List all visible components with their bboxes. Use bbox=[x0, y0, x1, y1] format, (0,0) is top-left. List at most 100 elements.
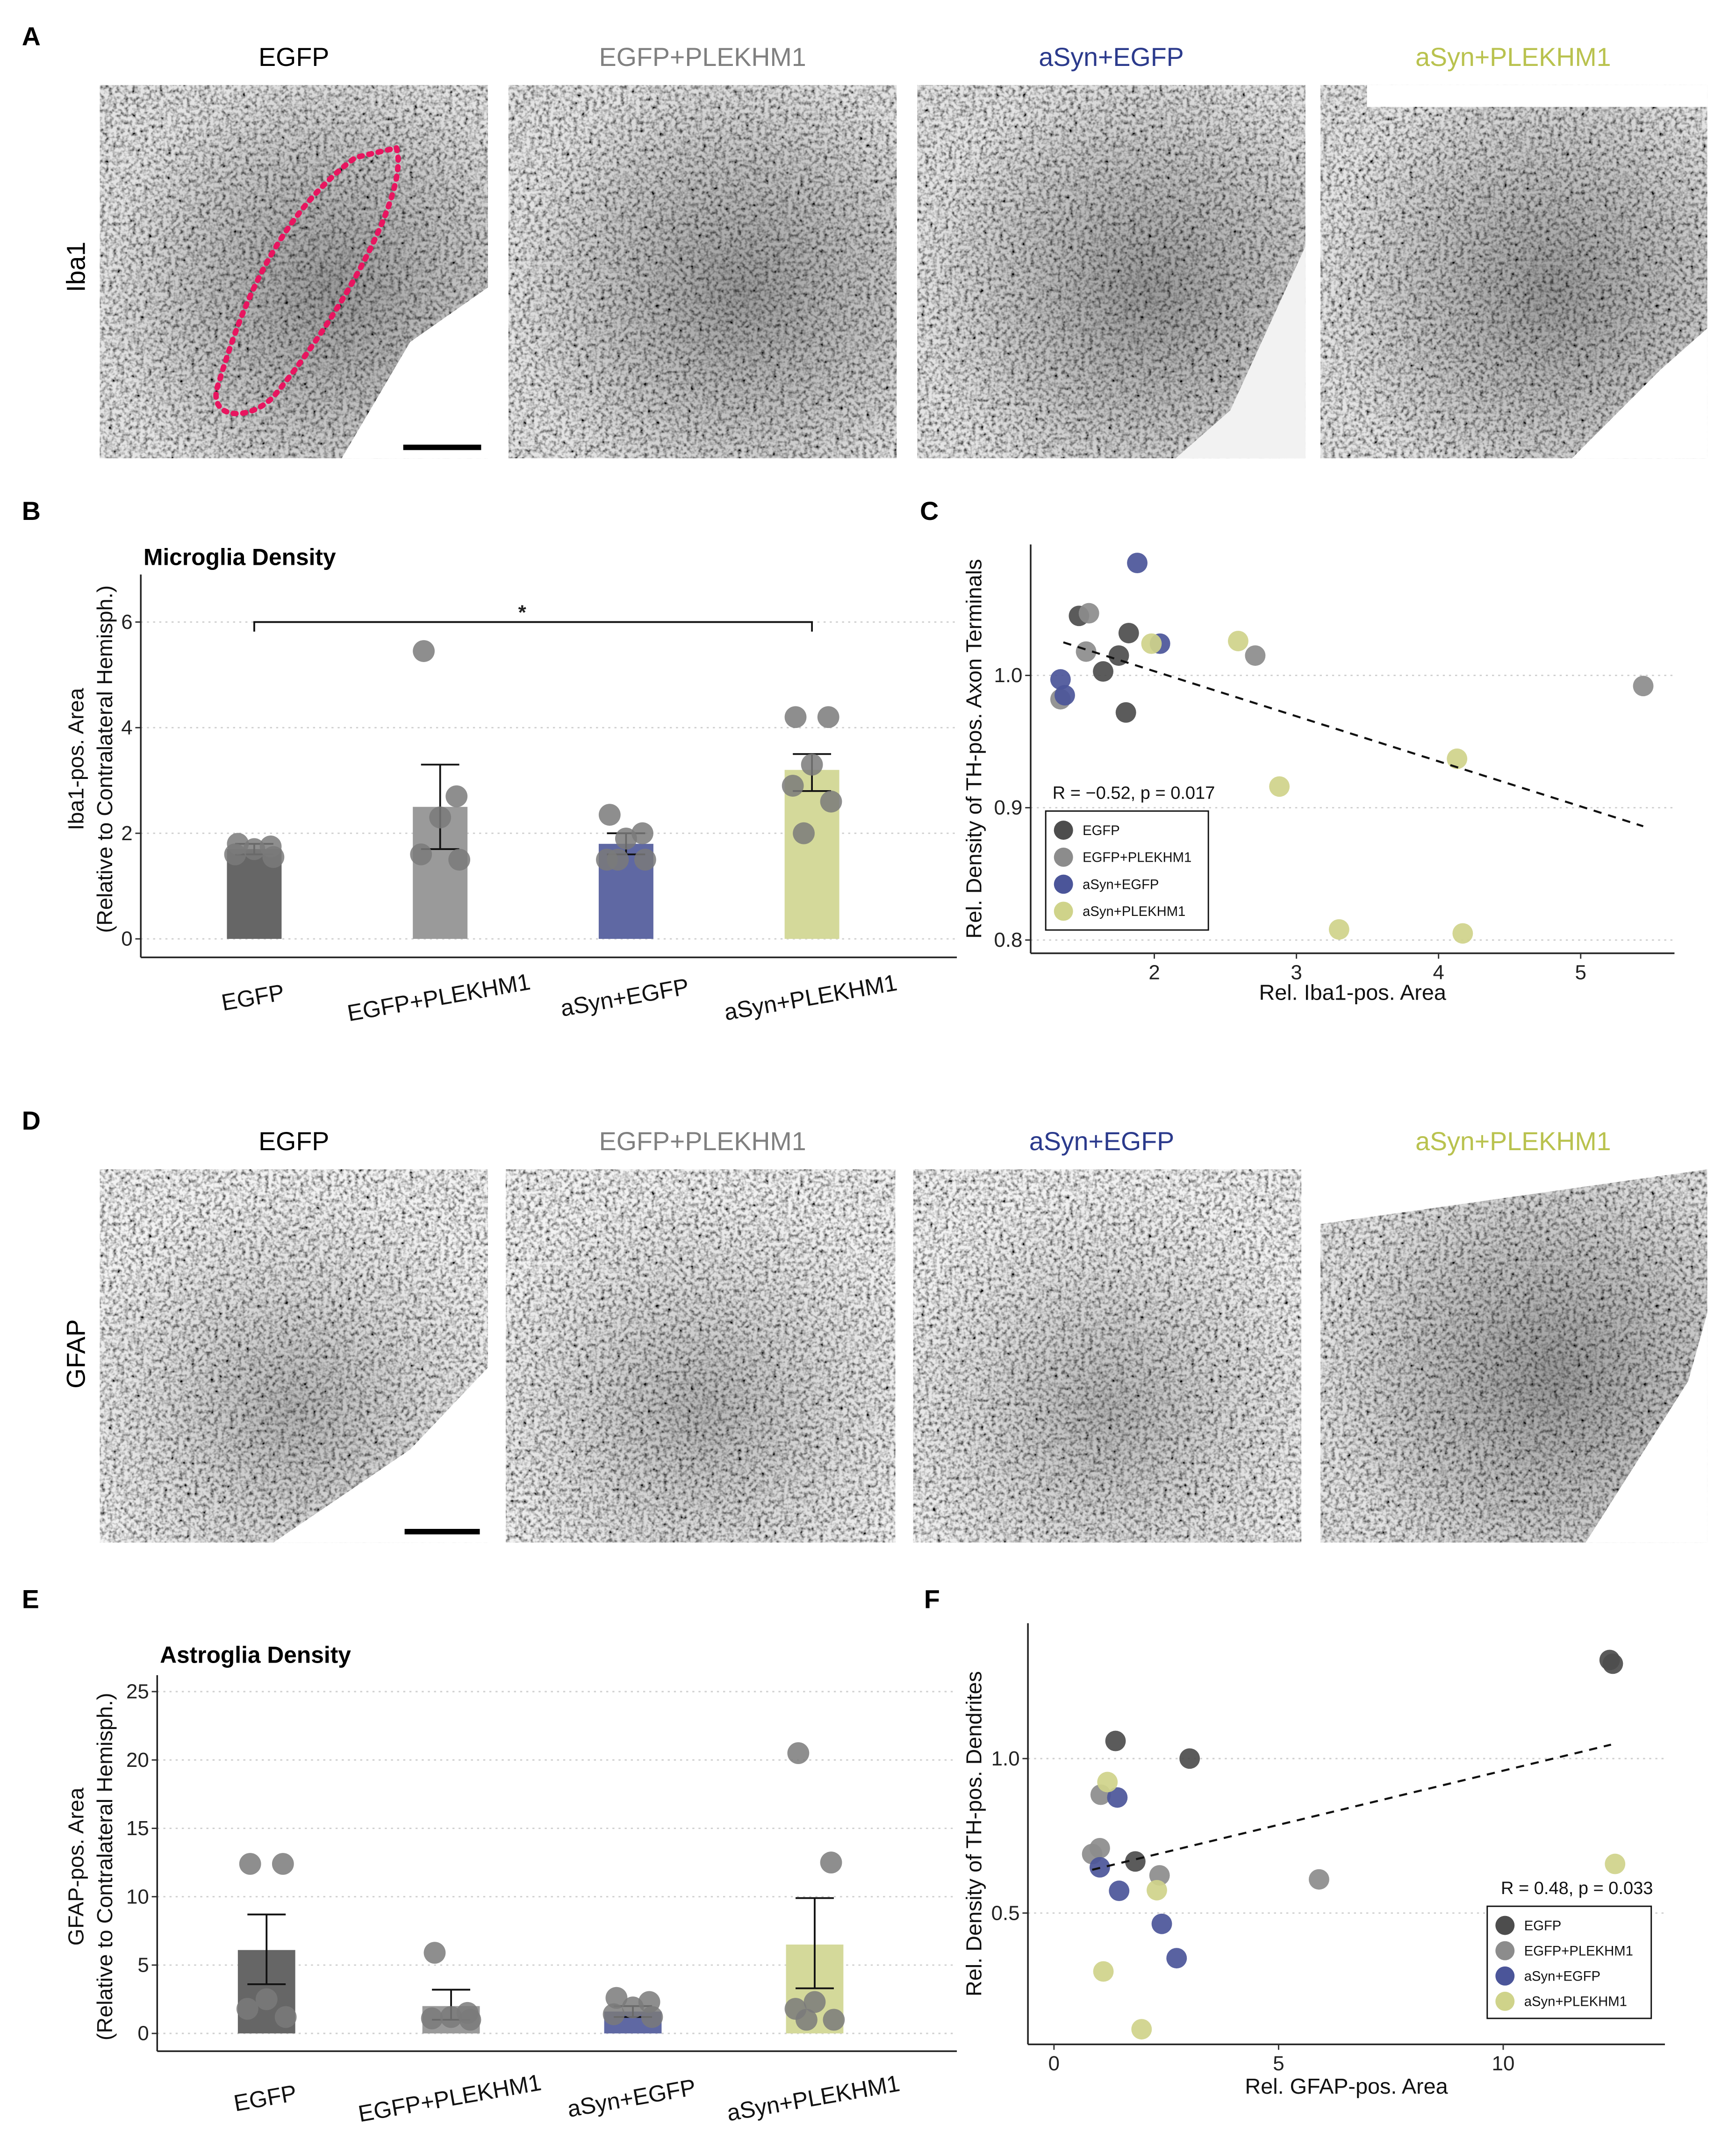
data-point-asyn-plekhm1 bbox=[1269, 776, 1290, 797]
data-point-egfp-plekhm1 bbox=[1076, 641, 1097, 662]
data-point bbox=[605, 1987, 628, 2009]
panel-letter-e: E bbox=[22, 1585, 39, 1614]
data-point-egfp bbox=[1093, 661, 1114, 682]
background-region bbox=[1367, 85, 1707, 107]
column-title-asyn-plekhm1: aSyn+PLEKHM1 bbox=[1415, 43, 1611, 72]
legend-label: aSyn+EGFP bbox=[1524, 1969, 1600, 1984]
column-title-asyn-plekhm1: aSyn+PLEKHM1 bbox=[1415, 1127, 1611, 1156]
data-point-asyn-plekhm1 bbox=[1131, 2019, 1152, 2040]
legend-label: EGFP+PLEKHM1 bbox=[1083, 850, 1191, 865]
roi-outline-substantia-nigra bbox=[213, 144, 401, 417]
y-tick-label: 0.5 bbox=[991, 1902, 1020, 1924]
x-tick-label: 0 bbox=[1048, 2052, 1060, 2075]
legend-swatch-asyn-plekhm1 bbox=[1054, 901, 1073, 921]
data-point-egfp bbox=[1118, 623, 1139, 643]
data-point bbox=[801, 753, 823, 776]
x-category-label: EGFP bbox=[219, 979, 286, 1016]
data-point bbox=[607, 849, 629, 871]
legend-label: EGFP+PLEKHM1 bbox=[1524, 1944, 1633, 1959]
data-point bbox=[429, 806, 452, 828]
legend-swatch-egfp bbox=[1495, 1916, 1515, 1935]
correlation-annotation: R = −0.52, p = 0.017 bbox=[1053, 783, 1215, 803]
y-tick-label: 5 bbox=[137, 1954, 149, 1977]
y-tick-label: 20 bbox=[126, 1749, 149, 1772]
background-region bbox=[1585, 1312, 1707, 1543]
data-point-asyn-egfp bbox=[1151, 1913, 1172, 1934]
data-point bbox=[272, 1853, 294, 1875]
x-axis-label: Rel. GFAP-pos. Area bbox=[1245, 2074, 1448, 2098]
panel-letter-c: C bbox=[920, 497, 939, 526]
legend-swatch-asyn-egfp bbox=[1495, 1966, 1515, 1986]
legend-swatch-egfp bbox=[1054, 821, 1073, 840]
y-axis-label: Iba1-pos. Area bbox=[64, 687, 88, 830]
data-point bbox=[445, 785, 468, 807]
panel-d-micrographs: GFAP EGFP EGFP+PLEKHM1 aSyn+EGFP aSyn+PL… bbox=[61, 1127, 1707, 1543]
data-point-egfp bbox=[1115, 702, 1136, 723]
data-point bbox=[423, 1942, 446, 1964]
background-region bbox=[1572, 328, 1707, 459]
data-point bbox=[274, 2006, 297, 2028]
y-tick-label: 0 bbox=[137, 2022, 149, 2045]
x-tick-label: 5 bbox=[1273, 2052, 1284, 2075]
data-point bbox=[236, 1998, 258, 2020]
data-point bbox=[793, 822, 815, 844]
data-point-egfp bbox=[1602, 1653, 1623, 1674]
legend-label: EGFP bbox=[1083, 823, 1120, 838]
data-point bbox=[615, 828, 637, 850]
legend-swatch-asyn-plekhm1 bbox=[1495, 1991, 1515, 2011]
data-point bbox=[413, 640, 435, 662]
data-point bbox=[262, 846, 285, 868]
data-point-asyn-plekhm1 bbox=[1147, 1880, 1167, 1901]
data-point bbox=[440, 2006, 462, 2028]
data-point bbox=[255, 1988, 278, 2010]
y-tick-label: 0.8 bbox=[994, 929, 1022, 951]
chart-title: Microglia Density bbox=[143, 544, 336, 570]
data-point bbox=[239, 1853, 261, 1875]
legend-label: aSyn+PLEKHM1 bbox=[1524, 1995, 1627, 2010]
panel-letter-d: D bbox=[22, 1106, 41, 1135]
y-tick-label: 0 bbox=[121, 928, 132, 951]
data-point-asyn-egfp bbox=[1055, 685, 1075, 706]
x-tick-label: 4 bbox=[1433, 961, 1444, 984]
column-title-egfp-plekhm1: EGFP+PLEKHM1 bbox=[599, 1127, 806, 1156]
y-axis-label: Rel. Density of TH-pos. Dendrites bbox=[962, 1671, 986, 1996]
data-point bbox=[787, 1742, 810, 1765]
data-point bbox=[820, 1851, 842, 1873]
row-label-iba1: Iba1 bbox=[61, 242, 90, 292]
chart-gfap-vs-th-dendrites: 0.5 1.0 0 5 10 Rel. GFAP-pos. Area Rel. Densit… bbox=[962, 1623, 1665, 2098]
data-point-asyn-plekhm1 bbox=[1452, 923, 1473, 944]
data-point bbox=[796, 2009, 818, 2031]
y-tick-label: 10 bbox=[126, 1885, 149, 1908]
legend-label: aSyn+PLEKHM1 bbox=[1083, 904, 1185, 919]
x-category-label: aSyn+EGFP bbox=[565, 2074, 697, 2122]
x-category-label: EGFP+PLEKHM1 bbox=[356, 2069, 543, 2127]
x-category-label: EGFP bbox=[232, 2080, 299, 2117]
column-title-egfp: EGFP bbox=[258, 43, 329, 72]
y-tick-label: 2 bbox=[121, 822, 132, 845]
column-title-asyn-egfp: aSyn+EGFP bbox=[1039, 43, 1184, 72]
row-label-gfap: GFAP bbox=[61, 1319, 90, 1389]
x-tick-label: 2 bbox=[1148, 961, 1160, 984]
data-point-egfp bbox=[1125, 1851, 1146, 1872]
legend-swatch-asyn-egfp bbox=[1054, 874, 1073, 894]
data-point bbox=[803, 1991, 826, 2013]
data-point bbox=[598, 804, 621, 826]
column-title-egfp: EGFP bbox=[258, 1127, 329, 1156]
micrograph-iba1-egfp-plekhm1 bbox=[508, 85, 897, 459]
significance-bracket bbox=[253, 621, 813, 632]
chart-iba1-vs-th-axon-terminals: 0.8 0.9 1.0 2 3 4 5 Rel. Iba1-pos. Area Rel. Den… bbox=[962, 544, 1675, 1004]
chart-microglia-density: 0 2 4 6 Microglia Density Iba1-pos. Area (Rela… bbox=[64, 544, 957, 1026]
y-tick-label: 1.0 bbox=[991, 1747, 1020, 1770]
data-point-egfp bbox=[1179, 1748, 1200, 1769]
data-point bbox=[641, 2006, 663, 2028]
y-axis-label: Rel. Density of TH-pos. Axon Terminals bbox=[962, 559, 986, 939]
x-category-label: aSyn+PLEKHM1 bbox=[722, 969, 899, 1025]
data-point-asyn-plekhm1 bbox=[1097, 1772, 1118, 1793]
data-point bbox=[631, 822, 653, 844]
chart-astroglia-density: 0 5 10 15 20 25 Astroglia Density GFAP-pos. Are… bbox=[64, 1642, 957, 2127]
data-point bbox=[817, 706, 839, 728]
data-point-asyn-plekhm1 bbox=[1605, 1853, 1626, 1874]
y-tick-label: 6 bbox=[121, 611, 132, 634]
x-category-label: aSyn+PLEKHM1 bbox=[725, 2070, 902, 2126]
